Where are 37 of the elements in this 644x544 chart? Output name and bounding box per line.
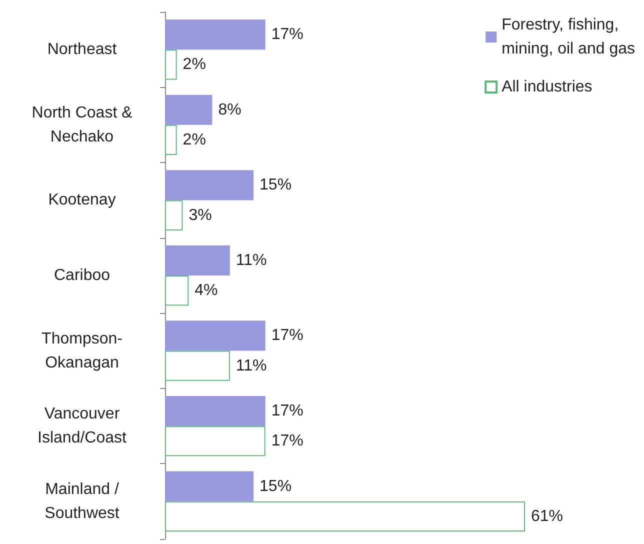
y-tick-label: Thompson-Okanagan [42,330,122,372]
bar [165,94,212,125]
bar [165,501,525,532]
y-tick-label: Northeast [47,41,118,58]
bar [165,396,266,426]
bar [165,471,254,502]
legend-label: All industries [502,78,592,96]
bar [165,50,177,80]
data-label: 17% [271,402,304,420]
bar [165,20,266,50]
bar [165,245,230,276]
bar [165,124,177,156]
bar [165,350,230,381]
data-label: 15% [260,478,292,495]
y-tick-label: Kootenay [48,192,116,209]
bar [165,170,254,200]
y-tick-label: North Coast & Nechako [32,104,133,146]
bar [165,320,266,351]
bar [165,426,266,456]
data-label: 4% [194,282,218,300]
data-label: 11% [236,252,267,269]
legend-label: Forestry, fishing, mining, oil and gas [502,16,636,58]
data-label: 61% [531,508,564,525]
data-label: 8% [218,101,242,118]
data-label: 17% [271,432,304,450]
y-tick-label: Cariboo [54,267,110,284]
data-label: 15% [260,176,292,194]
bar [165,200,183,230]
data-label: 2% [182,131,206,148]
data-label: 11% [236,357,267,374]
data-label: 17% [271,327,304,344]
y-tick-label: Vancouver Island/Coast [38,406,128,447]
bar [165,276,189,306]
data-label: 17% [271,26,304,44]
data-label: 2% [182,56,206,74]
data-label: 3% [188,206,212,224]
y-tick-label: Mainland / Southwest [44,480,120,522]
